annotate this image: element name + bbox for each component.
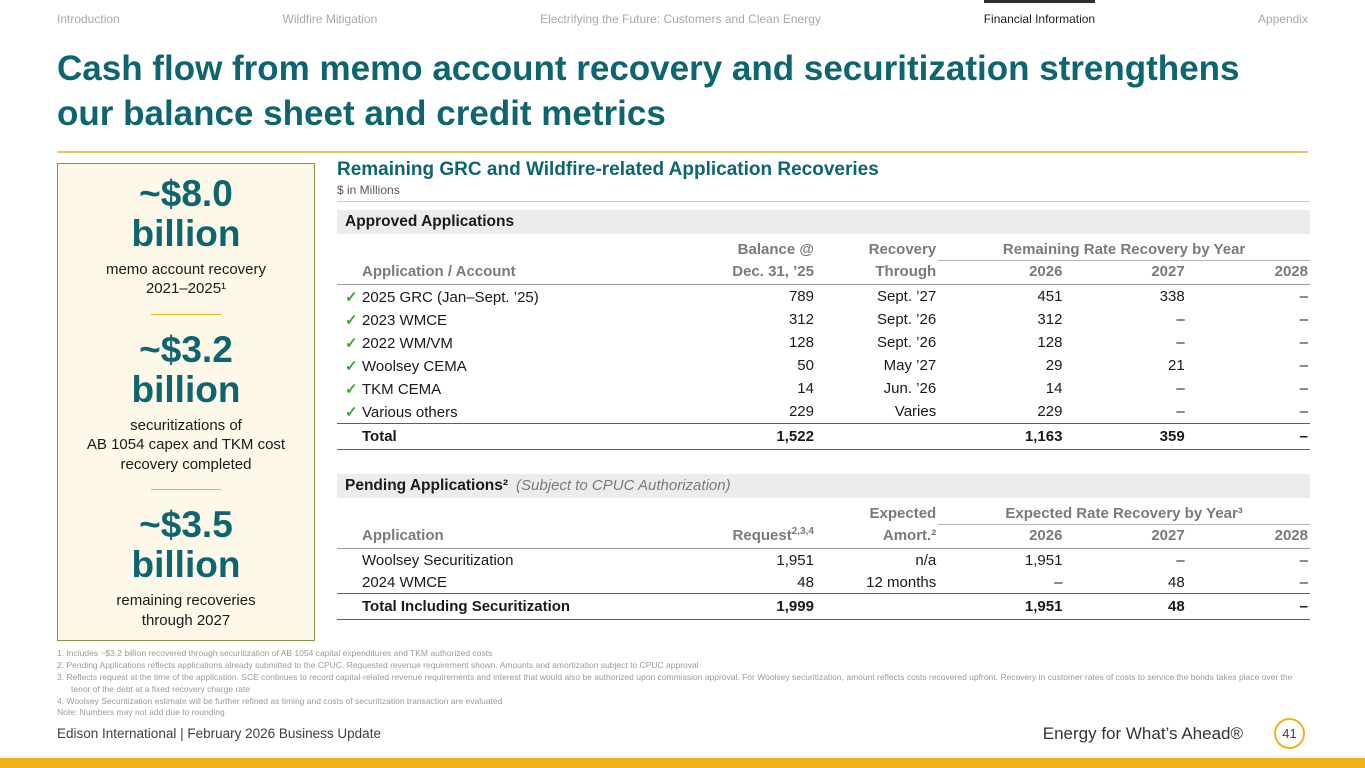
nav-tab-introduction[interactable]: Introduction [57, 12, 120, 26]
pending-band-title: Pending Applications² [345, 476, 509, 494]
total-row: Total 1,522 1,163 359 – [337, 422, 1310, 450]
header-row-group: Expected Expected Rate Recovery by Year³ [337, 497, 1310, 525]
footnotes: 1. Includes ~$3.2 billion recovered thro… [57, 648, 1309, 719]
application-name: 2025 GRC (Jan–Sept. ’25) [362, 288, 539, 306]
footer-source-label: Edison International | February 2026 Bus… [57, 726, 381, 741]
pending-applications-band: Pending Applications² (Subject to CPUC Au… [337, 473, 1310, 498]
check-icon: ✓ [345, 311, 358, 329]
nav-tab-appendix[interactable]: Appendix [1257, 12, 1308, 26]
content-area: Remaining GRC and Wildfire-related Appli… [337, 159, 1310, 621]
application-name: Woolsey CEMA [362, 357, 467, 375]
table-row: Woolsey Securitization 1,951 n/a 1,951 –… [362, 552, 1308, 570]
table-row: 2024 WMCE 48 12 months – 48 – [362, 574, 1308, 592]
col-balance-line1: Balance @ [737, 241, 814, 259]
col-2028: 2028 [1186, 260, 1310, 285]
nav-tab-financial-information[interactable]: Financial Information [983, 0, 1096, 26]
footnote-rounding-note: Note: Numbers may not add due to roundin… [57, 707, 225, 718]
col-balance-line2: Dec. 31, ’25 [682, 260, 816, 285]
check-icon: ✓ [345, 334, 358, 352]
approved-applications-table: Balance @ Recovery Remaining Rate Recove… [337, 233, 1310, 450]
col-2027: 2027 [1064, 524, 1187, 550]
nav-tab-electrifying-the-future[interactable]: Electrifying the Future: Customers and C… [540, 12, 821, 26]
stat-divider [151, 313, 221, 315]
pending-band-note: (Subject to CPUC Authorization) [516, 476, 731, 494]
slide-title: Cash flow from memo account recovery and… [57, 49, 1240, 134]
check-icon: ✓ [345, 380, 358, 398]
header-row-group: Balance @ Recovery Remaining Rate Recove… [337, 233, 1310, 261]
stat-caption: securitizations of AB 1054 capex and TKM… [86, 416, 286, 473]
stat-caption: memo account recovery 2021–2025¹ [105, 260, 267, 298]
application-name: TKM CEMA [362, 380, 442, 398]
col-2026: 2026 [938, 260, 1065, 285]
section-title: Remaining GRC and Wildfire-related Appli… [337, 159, 879, 180]
check-icon: ✓ [345, 357, 358, 375]
table-row: ✓ Various others 229 Varies 229 – – [345, 403, 1308, 421]
col-through-line1: Recovery [868, 241, 937, 259]
header-row: Application Request2,3,4 Amort.² 2026 20… [337, 524, 1310, 550]
stat-unit: billion [131, 544, 241, 586]
table-row: ✓ 2025 GRC (Jan–Sept. ’25) 789 Sept. ’27 … [345, 288, 1308, 306]
table-row: ✓ 2023 WMCE 312 Sept. ’26 312 – – [345, 311, 1308, 329]
col-2026: 2026 [938, 524, 1065, 550]
application-name: Various others [362, 403, 458, 421]
stat-unit: billion [131, 212, 241, 254]
page-number-badge: 41 [1274, 718, 1305, 749]
stat-value: ~$3.2 [139, 328, 233, 370]
stat-securitizations: ~$3.2 billion securitizations of AB 1054… [86, 328, 286, 474]
units-label: $ in Millions [337, 181, 1310, 202]
group-header-expected-recovery: Expected Rate Recovery by Year³ [938, 497, 1310, 525]
nav-tab-wildfire-mitigation[interactable]: Wildfire Mitigation [282, 12, 378, 26]
approved-applications-band: Approved Applications [337, 209, 1310, 234]
col-amort-line1: Expected [869, 505, 937, 523]
col-2028: 2028 [1186, 524, 1310, 550]
stat-caption: remaining recoveries through 2027 [116, 592, 256, 629]
col-request: Request2,3,4 [682, 524, 816, 550]
group-header-remaining-recovery: Remaining Rate Recovery by Year [938, 233, 1310, 261]
col-application: Application [337, 524, 683, 550]
top-nav: Introduction Wildfire Mitigation Electri… [0, 0, 1365, 32]
col-2027: 2027 [1064, 260, 1187, 285]
key-stats-box: ~$8.0 billion memo account recovery 2021… [57, 163, 315, 641]
bottom-accent-bar [0, 758, 1365, 768]
col-amort-line2: Amort.² [815, 524, 939, 550]
stat-unit: billion [131, 368, 241, 410]
stat-value: ~$3.5 [139, 504, 233, 546]
stat-remaining-recoveries: ~$3.5 billion remaining recoveries throu… [116, 505, 255, 630]
footnote: 4. Woolsey Securitization estimate will … [57, 695, 503, 706]
table-row: ✓ TKM CEMA 14 Jun. ’26 14 – – [345, 380, 1308, 398]
table-row: ✓ Woolsey CEMA 50 May ’27 29 21 – [345, 357, 1308, 375]
application-name: 2022 WM/VM [362, 334, 453, 352]
total-row: Total Including Securitization 1,999 1,9… [337, 593, 1310, 621]
stat-value: ~$8.0 [139, 173, 233, 214]
table-row: ✓ 2022 WM/VM 128 Sept. ’26 128 – – [345, 334, 1308, 352]
stat-divider [151, 489, 221, 491]
check-icon: ✓ [345, 288, 358, 306]
footnote: 2. Pending Applications reflects applica… [57, 659, 699, 670]
col-application-account: Application / Account [337, 260, 683, 285]
pending-applications-table: Expected Expected Rate Recovery by Year³… [337, 497, 1310, 621]
header-row: Application / Account Dec. 31, ’25 Throu… [337, 260, 1310, 285]
check-icon: ✓ [345, 403, 358, 421]
stat-memo-recovery: ~$8.0 billion memo account recovery 2021… [106, 174, 266, 299]
brand-tagline: Energy for What’s Ahead® [1042, 724, 1243, 743]
application-name: 2023 WMCE [362, 311, 448, 329]
title-divider [57, 151, 1308, 153]
footnote: 1. Includes ~$3.2 billion recovered thro… [57, 648, 493, 658]
footnote: 3. Reflects request at the time of the a… [57, 671, 1293, 694]
col-through-line2: Through [815, 260, 939, 285]
